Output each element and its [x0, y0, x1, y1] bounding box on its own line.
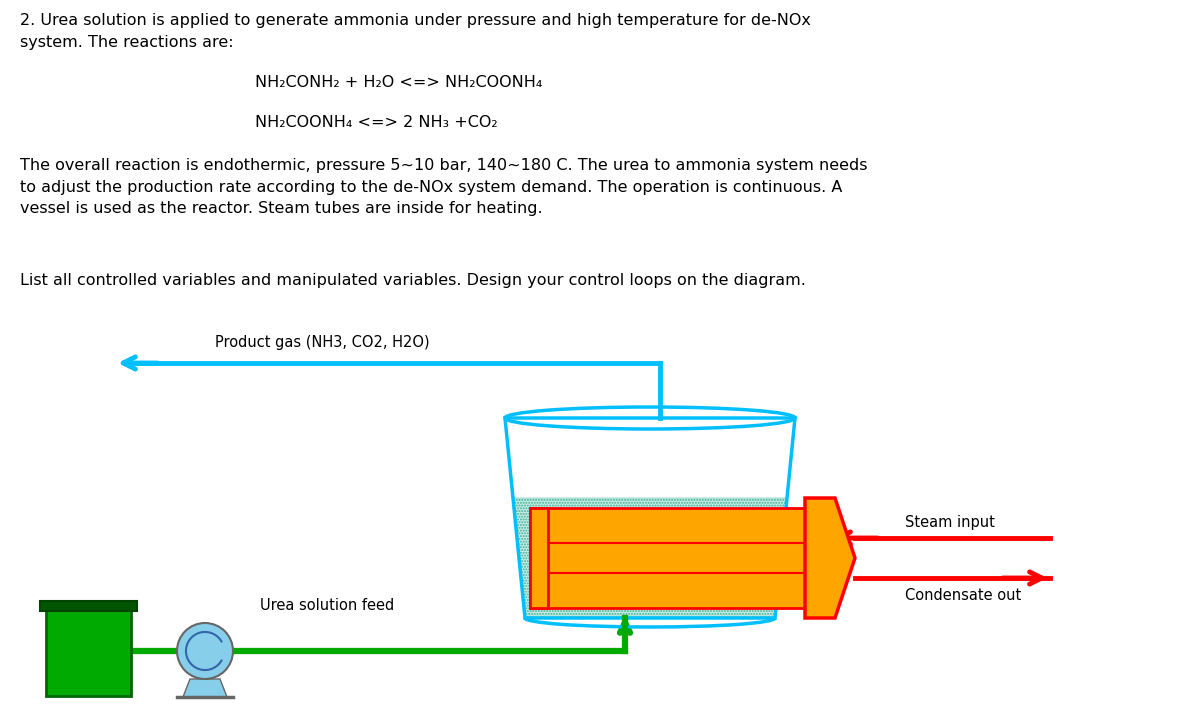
Polygon shape — [805, 498, 856, 618]
Polygon shape — [505, 418, 796, 498]
Text: NH₂CONH₂ + H₂O <=> NH₂COONH₄: NH₂CONH₂ + H₂O <=> NH₂COONH₄ — [254, 75, 542, 90]
Text: Condensate out: Condensate out — [905, 588, 1021, 603]
Text: The overall reaction is endothermic, pressure 5~10 bar, 140~180 C. The urea to a: The overall reaction is endothermic, pre… — [20, 158, 868, 216]
Circle shape — [178, 623, 233, 679]
Polygon shape — [514, 498, 787, 618]
Bar — [46, 606, 131, 696]
Polygon shape — [182, 679, 227, 697]
Bar — [40, 601, 137, 611]
Text: NH₂COONH₄ <=> 2 NH₃ +CO₂: NH₂COONH₄ <=> 2 NH₃ +CO₂ — [254, 115, 498, 130]
Text: Steam input: Steam input — [905, 515, 995, 530]
Bar — [530, 508, 805, 608]
Bar — [530, 508, 548, 608]
Text: List all controlled variables and manipulated variables. Design your control loo: List all controlled variables and manipu… — [20, 273, 806, 288]
Text: Urea solution feed: Urea solution feed — [260, 598, 395, 613]
Text: Product gas (NH3, CO2, H2O): Product gas (NH3, CO2, H2O) — [215, 335, 430, 350]
Text: 2. Urea solution is applied to generate ammonia under pressure and high temperat: 2. Urea solution is applied to generate … — [20, 13, 811, 50]
